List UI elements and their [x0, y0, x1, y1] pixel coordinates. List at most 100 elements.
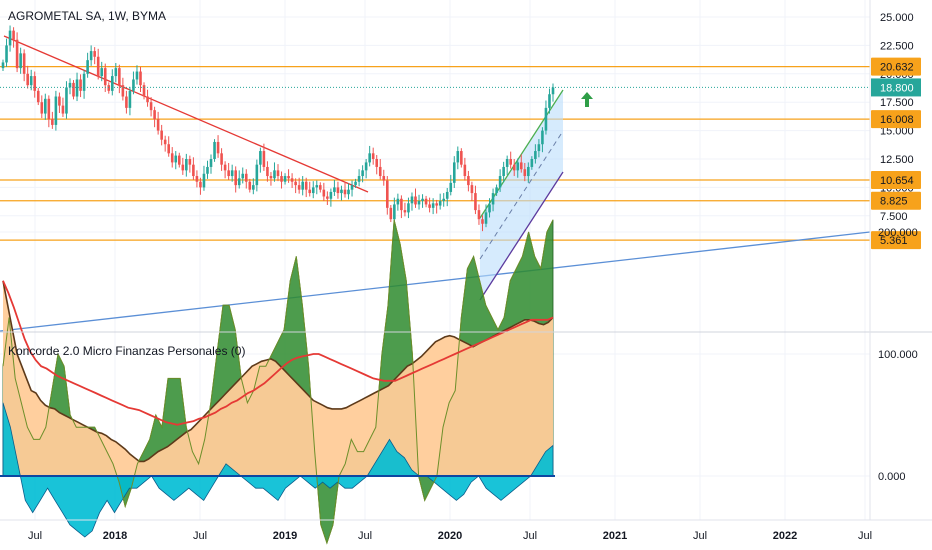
- candle: [89, 45, 93, 66]
- price-axis[interactable]: 25.00022.50020.00017.50015.00012.50010.0…: [871, 12, 921, 250]
- candle-body: [333, 187, 336, 192]
- indicator-tick-label: 100.000: [878, 349, 918, 361]
- candle-body: [424, 198, 428, 205]
- candle-body: [139, 71, 142, 86]
- candle: [160, 124, 163, 146]
- candle: [68, 78, 72, 95]
- koncorde-red-ma: [2, 280, 554, 426]
- candle: [340, 185, 343, 201]
- candle: [477, 204, 481, 225]
- candle: [1, 59, 5, 71]
- candle-body: [308, 189, 312, 194]
- candle: [273, 162, 276, 182]
- candle: [266, 161, 269, 182]
- candle: [357, 169, 361, 187]
- candle: [283, 173, 287, 185]
- indicator-axis[interactable]: 200.000 100.000 0.000: [878, 227, 918, 483]
- candle-body: [417, 201, 421, 205]
- candle-body: [72, 82, 75, 97]
- time-tick-label: Jul: [358, 530, 372, 542]
- candle: [177, 152, 181, 168]
- candle-body: [220, 153, 223, 165]
- candle-body: [326, 196, 329, 199]
- candle-body: [262, 151, 266, 167]
- level-price-tag: [871, 191, 921, 210]
- candle-body: [12, 30, 15, 40]
- candle-body: [385, 180, 389, 208]
- candle-body: [400, 198, 403, 211]
- candle-body: [181, 164, 185, 171]
- time-tick-label: 2020: [438, 530, 462, 542]
- candle: [512, 159, 516, 177]
- candle-body: [477, 210, 481, 220]
- level-price-label: 5.361: [880, 235, 908, 247]
- candle: [389, 205, 393, 223]
- candle-body: [65, 87, 68, 114]
- candle-body: [206, 166, 209, 174]
- candle: [135, 65, 139, 85]
- candle: [199, 177, 202, 195]
- candle-body: [343, 189, 347, 195]
- candle-body: [44, 98, 47, 114]
- candle: [170, 147, 174, 168]
- candle-body: [484, 212, 488, 224]
- koncorde-blue-area: [2, 402, 554, 538]
- candle: [498, 169, 502, 192]
- candle: [484, 204, 488, 228]
- candle-body: [407, 203, 410, 213]
- level-price-label: 10.654: [880, 175, 914, 187]
- candle-body: [252, 185, 255, 190]
- channel-lower-line[interactable]: [479, 171, 564, 301]
- candle-body: [5, 45, 8, 63]
- candle: [530, 156, 534, 170]
- trendline-down[interactable]: [3, 35, 369, 193]
- candle: [385, 176, 389, 215]
- time-tick-label: 2022: [773, 530, 797, 542]
- candle: [110, 69, 114, 96]
- candle: [516, 158, 520, 178]
- candle: [382, 169, 386, 186]
- candle-body: [460, 151, 463, 165]
- candle-body: [213, 141, 216, 159]
- candle: [551, 83, 555, 102]
- candle: [326, 191, 329, 206]
- price-tick-label: 7.500: [880, 211, 908, 223]
- candle: [449, 174, 453, 196]
- candle: [417, 194, 421, 210]
- candle-body: [237, 178, 241, 186]
- candle: [259, 147, 262, 173]
- candle: [519, 154, 523, 173]
- candle: [424, 195, 428, 208]
- candle: [192, 157, 195, 181]
- candle: [290, 173, 294, 188]
- candle-body: [29, 76, 33, 86]
- candle: [262, 143, 266, 171]
- candle-body: [174, 155, 178, 163]
- candle: [230, 164, 234, 182]
- candle-body: [216, 141, 220, 154]
- candle-body: [61, 105, 65, 114]
- price-pane[interactable]: [0, 0, 870, 330]
- candle-body: [107, 85, 111, 91]
- candle-body: [36, 90, 40, 103]
- candle: [548, 88, 551, 114]
- candle-body: [142, 85, 146, 97]
- time-axis[interactable]: Jul 2018 Jul 2019 Jul 2020 Jul 2021 Jul 2022 Jul: [28, 530, 872, 542]
- trendline-support[interactable]: [0, 231, 871, 332]
- time-tick-label: 2021: [603, 530, 627, 542]
- candle-body: [329, 191, 333, 199]
- level-price-tag: [871, 170, 921, 189]
- indicator-tick-label: 200.000: [878, 227, 918, 239]
- candle: [128, 86, 132, 116]
- candle: [195, 170, 199, 188]
- candle-body: [495, 187, 498, 194]
- up-arrow-icon: [581, 92, 593, 107]
- candle: [206, 160, 209, 179]
- candle: [431, 198, 435, 215]
- candle: [153, 106, 156, 128]
- candle-body: [244, 173, 248, 182]
- candle-body: [223, 164, 227, 171]
- candle: [202, 165, 206, 191]
- candle: [40, 95, 44, 119]
